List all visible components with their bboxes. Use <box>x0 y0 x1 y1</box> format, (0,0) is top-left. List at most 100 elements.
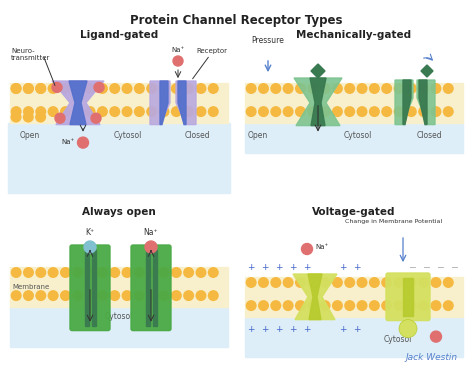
Circle shape <box>418 106 429 117</box>
Circle shape <box>258 106 269 117</box>
Text: Cytosol: Cytosol <box>344 130 372 140</box>
Circle shape <box>208 83 219 94</box>
Circle shape <box>430 277 441 288</box>
Circle shape <box>23 106 34 117</box>
Text: Ligand-gated: Ligand-gated <box>80 30 158 40</box>
FancyBboxPatch shape <box>386 273 430 321</box>
Text: –: – <box>424 262 430 272</box>
Circle shape <box>109 267 120 278</box>
Circle shape <box>406 277 417 288</box>
Circle shape <box>332 277 343 288</box>
Circle shape <box>171 106 182 117</box>
Circle shape <box>344 83 355 94</box>
Bar <box>10 267 228 307</box>
FancyBboxPatch shape <box>70 245 110 331</box>
Circle shape <box>406 300 417 311</box>
Circle shape <box>369 106 380 117</box>
Circle shape <box>35 267 46 278</box>
Text: Na⁺: Na⁺ <box>171 47 184 53</box>
Circle shape <box>11 83 22 94</box>
Circle shape <box>270 300 281 311</box>
Circle shape <box>357 106 368 117</box>
Circle shape <box>72 83 83 94</box>
Circle shape <box>109 83 120 94</box>
Circle shape <box>418 300 429 311</box>
Circle shape <box>35 112 46 123</box>
Circle shape <box>158 290 169 301</box>
Circle shape <box>122 267 132 278</box>
Circle shape <box>283 83 294 94</box>
Circle shape <box>55 113 65 123</box>
Circle shape <box>344 277 355 288</box>
Circle shape <box>369 277 380 288</box>
Bar <box>245 277 463 316</box>
Text: +: + <box>261 325 269 334</box>
Circle shape <box>394 277 404 288</box>
Text: +: + <box>303 262 311 272</box>
Circle shape <box>183 290 194 301</box>
Circle shape <box>307 106 318 117</box>
Circle shape <box>52 82 62 92</box>
Circle shape <box>72 106 83 117</box>
Circle shape <box>11 106 22 117</box>
Circle shape <box>11 267 22 278</box>
Circle shape <box>183 267 194 278</box>
Circle shape <box>270 106 281 117</box>
Bar <box>8 123 230 193</box>
Circle shape <box>245 300 257 311</box>
Circle shape <box>146 83 157 94</box>
Text: Cytosol: Cytosol <box>114 130 142 140</box>
Text: +: + <box>289 262 297 272</box>
Text: Na⁺: Na⁺ <box>144 228 158 237</box>
Circle shape <box>406 106 417 117</box>
Circle shape <box>357 277 368 288</box>
Polygon shape <box>69 81 87 124</box>
Circle shape <box>173 56 183 66</box>
Circle shape <box>109 290 120 301</box>
Circle shape <box>381 83 392 94</box>
Polygon shape <box>419 80 427 124</box>
Circle shape <box>158 83 169 94</box>
Text: Always open: Always open <box>82 207 156 217</box>
Circle shape <box>369 83 380 94</box>
Circle shape <box>134 290 145 301</box>
Polygon shape <box>311 64 325 78</box>
Text: Neuro-
transmitter: Neuro- transmitter <box>11 48 51 62</box>
Circle shape <box>35 83 46 94</box>
Circle shape <box>85 106 96 117</box>
Circle shape <box>109 106 120 117</box>
Text: Open: Open <box>20 130 40 140</box>
Bar <box>245 123 463 153</box>
Circle shape <box>208 106 219 117</box>
Circle shape <box>97 83 108 94</box>
Circle shape <box>134 106 145 117</box>
Circle shape <box>208 290 219 301</box>
Circle shape <box>270 277 281 288</box>
Circle shape <box>97 106 108 117</box>
Circle shape <box>320 83 331 94</box>
Circle shape <box>320 300 331 311</box>
Polygon shape <box>403 80 411 124</box>
Circle shape <box>23 267 34 278</box>
Circle shape <box>245 83 257 94</box>
Circle shape <box>171 83 182 94</box>
Polygon shape <box>52 81 104 124</box>
Circle shape <box>443 277 454 288</box>
Circle shape <box>443 83 454 94</box>
Text: +: + <box>275 325 283 334</box>
Text: +: + <box>261 262 269 272</box>
Text: Voltage-gated: Voltage-gated <box>312 207 396 217</box>
Circle shape <box>258 83 269 94</box>
Bar <box>403 278 413 316</box>
Text: Na⁺: Na⁺ <box>315 244 328 250</box>
Circle shape <box>85 267 96 278</box>
Circle shape <box>146 106 157 117</box>
Circle shape <box>122 83 132 94</box>
Circle shape <box>10 112 21 123</box>
Circle shape <box>430 83 441 94</box>
Circle shape <box>357 300 368 311</box>
Text: Protein Channel Receptor Types: Protein Channel Receptor Types <box>130 14 342 27</box>
Circle shape <box>23 290 34 301</box>
Text: +: + <box>353 262 361 272</box>
Circle shape <box>430 106 441 117</box>
